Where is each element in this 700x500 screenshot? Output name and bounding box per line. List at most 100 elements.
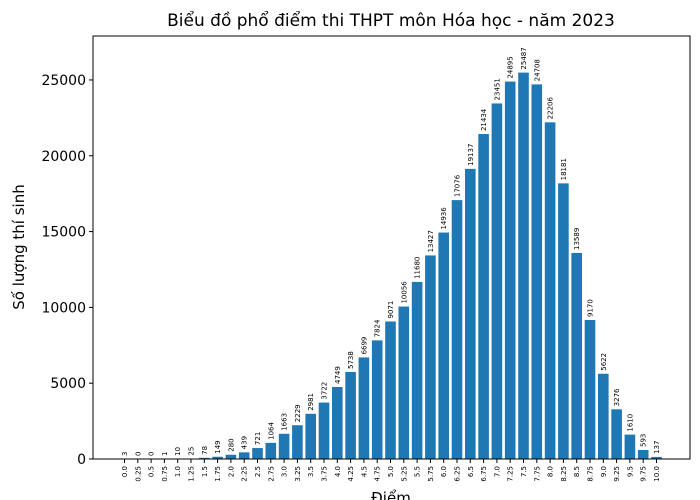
bar-value-label: 13427	[427, 230, 435, 252]
bar-value-label: 78	[201, 446, 209, 455]
x-tick-label: 7.5	[520, 466, 528, 477]
bar-value-label: 11680	[414, 257, 422, 279]
bar-4.5	[358, 357, 370, 459]
bar-value-label: 9071	[387, 301, 395, 319]
x-tick-label: 10.0	[653, 466, 661, 482]
x-tick-label: 5.5	[414, 466, 422, 477]
bar-value-label: 593	[640, 434, 648, 447]
x-tick-label: 0.0	[121, 466, 129, 477]
bar-5.5	[411, 281, 423, 459]
bar-7.25	[504, 81, 516, 459]
bar-value-label: 0	[148, 452, 156, 456]
bar-value-label: 10	[174, 447, 182, 456]
bar-7.5	[518, 72, 529, 459]
bar-value-label: 2981	[307, 393, 315, 411]
bar-labels-group: 3 0 0 1 10 25 78 149 280 439 721 1064 1663 2229 2981 37…	[121, 47, 661, 456]
x-tick-label: 2.0	[227, 466, 235, 477]
bar-3.5	[305, 413, 316, 459]
x-tick-label: 0.5	[148, 466, 156, 477]
bar-2.5	[252, 448, 263, 459]
bar-3.0	[278, 433, 290, 459]
bar-value-label: 3	[121, 451, 129, 455]
bar-value-label: 13589	[573, 228, 581, 250]
bar-6.75	[478, 134, 489, 459]
y-axis: 0 5000 10000 15000 20000 25000	[41, 73, 93, 468]
x-axis-title: Điểm	[371, 489, 411, 500]
bar-8.5	[571, 252, 582, 459]
bar-value-label: 10056	[400, 281, 408, 304]
x-tick-label: 6.5	[467, 466, 475, 477]
x-tick-label: 6.25	[454, 466, 462, 482]
bar-3.75	[318, 402, 330, 459]
chart-title: Biểu đồ phổ điểm thi THPT môn Hóa học - …	[167, 10, 615, 31]
x-tick-label: 7.75	[533, 466, 541, 482]
y-tick-label: 20000	[41, 149, 86, 165]
bar-value-label: 0	[134, 452, 142, 456]
bar-value-label: 1064	[267, 422, 275, 440]
y-tick-label: 5000	[50, 376, 86, 392]
bar-2.0	[225, 454, 237, 459]
x-tick-label: 2.75	[267, 466, 275, 482]
bar-5.75	[425, 255, 436, 459]
x-tick-label: 7.25	[507, 466, 515, 482]
bar-value-label: 25487	[520, 47, 528, 69]
bar-value-label: 5622	[600, 353, 608, 371]
bar-6.0	[438, 232, 449, 459]
x-tick-label: 8.25	[560, 466, 568, 482]
bar-6.5	[465, 168, 476, 460]
bar-value-label: 1663	[281, 413, 289, 431]
bar-2.25	[238, 452, 250, 459]
x-tick-label: 4.5	[360, 466, 368, 477]
bar-value-label: 19137	[467, 144, 475, 166]
bar-4.25	[345, 372, 356, 459]
x-tick-label: 0.75	[161, 466, 169, 482]
bar-8.25	[558, 183, 569, 459]
x-tick-label: 3.5	[307, 466, 315, 477]
x-tick-label: 2.5	[254, 466, 262, 477]
bar-value-label: 22206	[547, 97, 555, 120]
x-tick-label: 1.25	[188, 466, 196, 482]
x-tick-label: 7.0	[493, 466, 501, 477]
bar-value-label: 2229	[294, 404, 302, 422]
x-axis: 0.0 0.25 0.5 0.75 1.0 1.25 1.5 1.75 2.0 2.25 2.5 2.…	[121, 459, 661, 482]
bar-value-label: 18181	[560, 158, 568, 180]
x-tick-label: 0.25	[134, 466, 142, 482]
bar-value-label: 25	[188, 447, 196, 456]
bar-value-label: 14936	[440, 207, 448, 230]
bar-5.25	[398, 306, 410, 459]
x-tick-label: 8.0	[547, 466, 555, 477]
bars-group	[119, 72, 662, 460]
bar-1.75	[212, 456, 223, 459]
bar-value-label: 7824	[374, 319, 382, 337]
bar-value-label: 24895	[507, 56, 515, 78]
x-tick-label: 4.25	[347, 466, 355, 482]
bar-value-label: 4749	[334, 366, 342, 384]
bar-3.25	[292, 425, 303, 459]
x-tick-label: 6.0	[440, 466, 448, 477]
x-tick-label: 9.0	[600, 466, 608, 477]
x-tick-label: 2.25	[241, 466, 249, 482]
bar-9.25	[611, 409, 622, 459]
y-tick-label: 25000	[41, 73, 86, 89]
bar-9.0	[598, 373, 609, 459]
x-tick-label: 5.0	[387, 466, 395, 477]
bar-1.5	[199, 457, 210, 459]
x-tick-label: 4.75	[374, 466, 382, 482]
x-tick-label: 9.75	[640, 466, 648, 482]
x-tick-label: 3.0	[281, 466, 289, 477]
bar-value-label: 1610	[626, 414, 634, 432]
bar-9.5	[624, 434, 636, 459]
y-tick-label: 10000	[41, 300, 86, 316]
x-tick-label: 1.5	[201, 466, 209, 477]
bar-value-label: 23451	[493, 78, 501, 100]
y-tick-label: 15000	[41, 225, 86, 241]
y-tick-label: 0	[77, 452, 86, 468]
bar-value-label: 149	[214, 440, 222, 453]
x-tick-label: 5.25	[400, 466, 408, 482]
bar-8.0	[544, 122, 556, 459]
bar-value-label: 6699	[360, 337, 368, 355]
bar-5.0	[385, 321, 396, 459]
bar-9.75	[637, 450, 649, 459]
bar-value-label: 21434	[480, 108, 488, 131]
